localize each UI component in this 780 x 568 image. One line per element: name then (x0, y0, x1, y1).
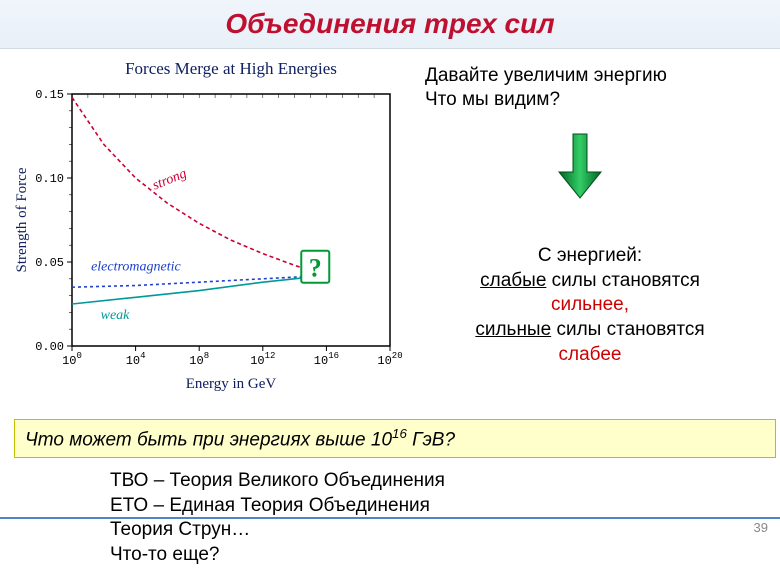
right-column: Давайте увеличим энергию Что мы видим? (425, 64, 765, 207)
svg-text:strong: strong (151, 166, 189, 193)
svg-text:1016: 1016 (314, 351, 339, 368)
svg-text:weak: weak (101, 308, 131, 323)
svg-text:Forces Merge at High Energies: Forces Merge at High Energies (125, 59, 337, 78)
svg-text:1020: 1020 (377, 351, 402, 368)
intro-line2: Что мы видим? (425, 89, 560, 110)
svg-text:104: 104 (126, 351, 146, 368)
slide-number: 39 (754, 520, 768, 535)
yellow-post: ГэВ? (407, 429, 455, 450)
theory-3: Теория Струн… (110, 519, 250, 540)
svg-text:Strength of Force: Strength of Force (14, 167, 30, 272)
intro-question: Давайте увеличим энергию Что мы видим? (425, 64, 765, 112)
forces-chart: Forces Merge at High Energies 0.00 0.05 0.1… (10, 54, 410, 394)
svg-text:1012: 1012 (250, 351, 275, 368)
energy-weak-u: слабые (480, 270, 546, 291)
slide-title: Объединения трех сил (225, 8, 554, 40)
content-area: Forces Merge at High Energies 0.00 0.05 0.1… (0, 49, 780, 541)
question-box: Что может быть при энергиях выше 1016 Гэ… (14, 419, 776, 458)
svg-text:0.05: 0.05 (35, 256, 64, 270)
theory-4: Что-то еще? (110, 544, 220, 565)
footer-line (0, 517, 780, 519)
energy-strong-u: сильные (475, 319, 551, 340)
svg-text:100: 100 (62, 351, 82, 368)
title-bar: Объединения трех сил (0, 0, 780, 49)
svg-text:?: ? (309, 254, 322, 283)
energy-l4b: силы становятся (551, 319, 704, 340)
intro-line1: Давайте увеличим энергию (425, 65, 667, 86)
svg-text:Energy in GeV: Energy in GeV (186, 376, 277, 392)
energy-stronger: сильнее, (551, 294, 629, 315)
energy-l2b: силы становятся (546, 270, 699, 291)
theory-1: ТВО – Теория Великого Объединения (110, 470, 445, 491)
yellow-pre: Что может быть при энергиях выше 10 (25, 429, 392, 450)
down-arrow-icon (555, 132, 605, 202)
svg-text:0.00: 0.00 (35, 340, 64, 354)
svg-text:electromagnetic: electromagnetic (91, 259, 181, 274)
svg-text:0.15: 0.15 (35, 88, 64, 102)
energy-summary: С энергией: слабые силы становятся сильн… (415, 244, 765, 367)
svg-text:0.10: 0.10 (35, 172, 64, 186)
energy-weaker: слабее (559, 344, 622, 365)
energy-l1: С энергией: (538, 245, 642, 266)
svg-text:108: 108 (189, 351, 209, 368)
yellow-exp: 16 (392, 426, 407, 441)
chart-svg: Forces Merge at High Energies 0.00 0.05 0.1… (10, 54, 410, 394)
theory-2: ЕТО – Единая Теория Объединения (110, 495, 430, 516)
